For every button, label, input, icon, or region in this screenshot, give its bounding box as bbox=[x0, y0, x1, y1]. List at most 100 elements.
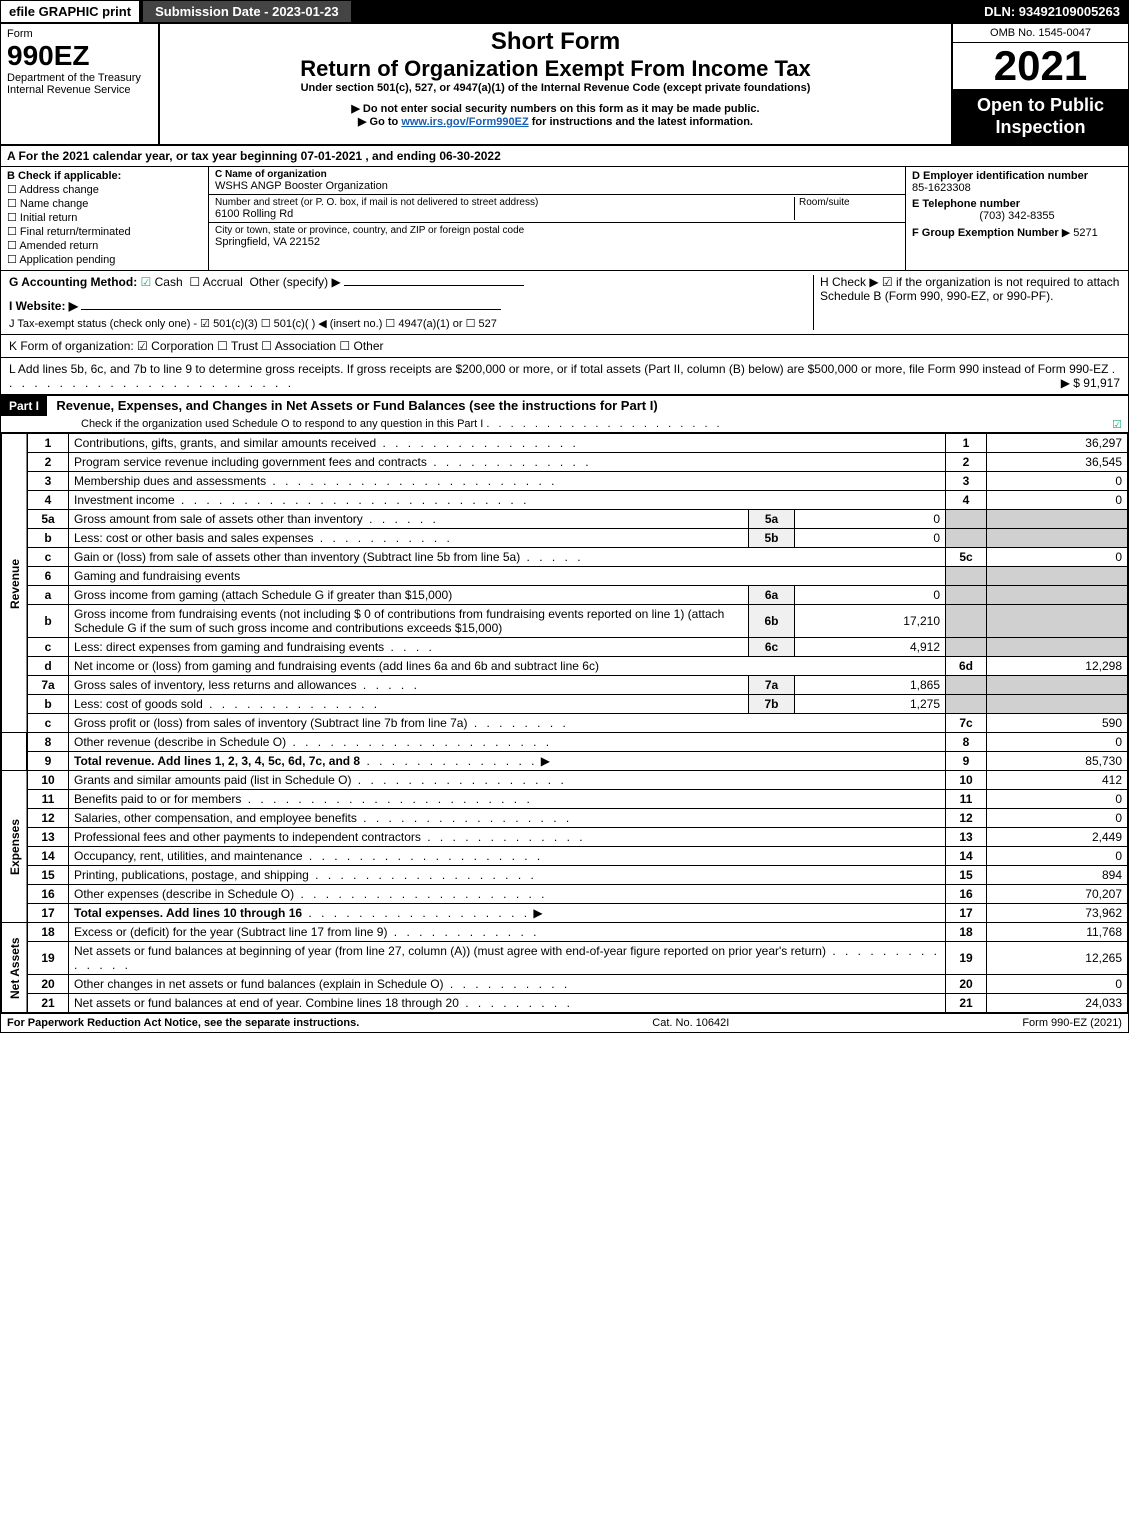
r10-val: 412 bbox=[987, 771, 1128, 790]
header-right: OMB No. 1545-0047 2021 Open to Public In… bbox=[951, 24, 1128, 144]
r12-val: 0 bbox=[987, 809, 1128, 828]
line-j: J Tax-exempt status (check only one) - ☑… bbox=[9, 317, 813, 330]
col-b: B Check if applicable: Address change Na… bbox=[1, 167, 209, 270]
amended-check[interactable]: Amended return bbox=[7, 239, 202, 252]
r1-desc: Contributions, gifts, grants, and simila… bbox=[74, 436, 376, 450]
line-l-amount: ▶ $ 91,917 bbox=[1061, 376, 1120, 390]
form-number: 990EZ bbox=[7, 40, 152, 72]
r6c-val: 4,912 bbox=[795, 638, 946, 657]
other-specify: Other (specify) ▶ bbox=[249, 275, 340, 289]
r6a-desc: Gross income from gaming (attach Schedul… bbox=[69, 586, 749, 605]
grp-label: F Group Exemption Number bbox=[912, 227, 1059, 239]
r4-val: 0 bbox=[987, 491, 1128, 510]
r10-desc: Grants and similar amounts paid (list in… bbox=[74, 773, 351, 787]
line-k: K Form of organization: ☑ Corporation ☐ … bbox=[1, 335, 1128, 358]
initial-return-check[interactable]: Initial return bbox=[7, 211, 202, 224]
omb-number: OMB No. 1545-0047 bbox=[953, 24, 1128, 43]
final-return-check[interactable]: Final return/terminated bbox=[7, 225, 202, 238]
dept-treasury: Department of the Treasury bbox=[7, 72, 152, 84]
col-d: D Employer identification number 85-1623… bbox=[905, 167, 1128, 270]
address-change-check[interactable]: Address change bbox=[7, 183, 202, 196]
r5b-val: 0 bbox=[795, 529, 946, 548]
r3-val: 0 bbox=[987, 472, 1128, 491]
col-b-title: B Check if applicable: bbox=[7, 170, 202, 182]
r18-val: 11,768 bbox=[987, 923, 1128, 942]
r14-val: 0 bbox=[987, 847, 1128, 866]
submission-date: Submission Date - 2023-01-23 bbox=[143, 1, 351, 22]
city-label: City or town, state or province, country… bbox=[215, 225, 899, 236]
r6-desc: Gaming and fundraising events bbox=[69, 567, 946, 586]
short-form-title: Short Form bbox=[164, 28, 947, 56]
r7a-val: 1,865 bbox=[795, 676, 946, 695]
r7a-desc: Gross sales of inventory, less returns a… bbox=[74, 678, 357, 692]
r20-val: 0 bbox=[987, 975, 1128, 994]
revenue-sidelabel: Revenue bbox=[2, 434, 28, 733]
ein: 85-1623308 bbox=[912, 182, 1122, 194]
bc-row: B Check if applicable: Address change Na… bbox=[1, 167, 1128, 271]
r6a-val: 0 bbox=[795, 586, 946, 605]
r17-val: 73,962 bbox=[987, 904, 1128, 923]
top-bar: efile GRAPHIC print Submission Date - 20… bbox=[1, 1, 1128, 24]
r7c-val: 590 bbox=[987, 714, 1128, 733]
r5a-desc: Gross amount from sale of assets other t… bbox=[74, 512, 363, 526]
header-left: Form 990EZ Department of the Treasury In… bbox=[1, 24, 160, 144]
footer: For Paperwork Reduction Act Notice, see … bbox=[1, 1013, 1128, 1032]
r3-desc: Membership dues and assessments bbox=[74, 474, 266, 488]
r7b-desc: Less: cost of goods sold bbox=[74, 697, 203, 711]
r16-desc: Other expenses (describe in Schedule O) bbox=[74, 887, 294, 901]
r19-val: 12,265 bbox=[987, 942, 1128, 975]
efile-print-label[interactable]: efile GRAPHIC print bbox=[1, 1, 139, 22]
r13-desc: Professional fees and other payments to … bbox=[74, 830, 421, 844]
line-i: I Website: ▶ bbox=[9, 299, 813, 313]
r9-desc: Total revenue. Add lines 1, 2, 3, 4, 5c,… bbox=[74, 754, 360, 768]
form-word: Form bbox=[7, 28, 152, 40]
irs-link[interactable]: www.irs.gov/Form990EZ bbox=[401, 116, 528, 128]
r6b-val: 17,210 bbox=[795, 605, 946, 638]
ein-label: D Employer identification number bbox=[912, 170, 1122, 182]
r1-val: 36,297 bbox=[987, 434, 1128, 453]
name-change-check[interactable]: Name change bbox=[7, 197, 202, 210]
r18-desc: Excess or (deficit) for the year (Subtra… bbox=[74, 925, 387, 939]
app-pending-check[interactable]: Application pending bbox=[7, 253, 202, 266]
line-l: L Add lines 5b, 6c, and 7b to line 9 to … bbox=[1, 358, 1128, 395]
part-i-title: Revenue, Expenses, and Changes in Net As… bbox=[50, 395, 663, 416]
subtitle: Under section 501(c), 527, or 4947(a)(1)… bbox=[164, 82, 947, 94]
tel-label: E Telephone number bbox=[912, 198, 1122, 210]
org-name: WSHS ANGP Booster Organization bbox=[215, 180, 899, 192]
ssn-note: ▶ Do not enter social security numbers o… bbox=[164, 102, 947, 115]
line-h: H Check ▶ ☑ if the organization is not r… bbox=[813, 275, 1120, 330]
line-l-text: L Add lines 5b, 6c, and 7b to line 9 to … bbox=[9, 362, 1108, 376]
line-g-label: G Accounting Method: bbox=[9, 275, 137, 289]
r15-val: 894 bbox=[987, 866, 1128, 885]
website-label: I Website: ▶ bbox=[9, 299, 78, 313]
line-g: G Accounting Method: Cash Accrual Other … bbox=[9, 275, 813, 289]
expenses-sidelabel: Expenses bbox=[2, 771, 28, 923]
r14-desc: Occupancy, rent, utilities, and maintena… bbox=[74, 849, 303, 863]
street-label: Number and street (or P. O. box, if mail… bbox=[215, 197, 794, 208]
ghi-section: G Accounting Method: Cash Accrual Other … bbox=[1, 271, 1128, 335]
city: Springfield, VA 22152 bbox=[215, 236, 899, 248]
schedule-o-check[interactable] bbox=[1112, 418, 1122, 431]
goto-post: for instructions and the latest informat… bbox=[529, 116, 753, 128]
irs-label: Internal Revenue Service bbox=[7, 84, 152, 96]
r21-desc: Net assets or fund balances at end of ye… bbox=[74, 996, 459, 1010]
part-i-header: Part I Revenue, Expenses, and Changes in… bbox=[1, 395, 1128, 433]
tax-year: 2021 bbox=[953, 43, 1128, 89]
footer-left: For Paperwork Reduction Act Notice, see … bbox=[7, 1017, 359, 1029]
goto-note: ▶ Go to www.irs.gov/Form990EZ for instru… bbox=[164, 115, 947, 128]
r21-val: 24,033 bbox=[987, 994, 1128, 1013]
cash-check[interactable]: Cash bbox=[141, 275, 183, 289]
r7c-desc: Gross profit or (loss) from sales of inv… bbox=[74, 716, 467, 730]
r5b-desc: Less: cost or other basis and sales expe… bbox=[74, 531, 313, 545]
r15-desc: Printing, publications, postage, and shi… bbox=[74, 868, 309, 882]
r2-val: 36,545 bbox=[987, 453, 1128, 472]
r20-desc: Other changes in net assets or fund bala… bbox=[74, 977, 444, 991]
r6d-val: 12,298 bbox=[987, 657, 1128, 676]
r6c-desc: Less: direct expenses from gaming and fu… bbox=[74, 640, 384, 654]
revenue-table: Revenue 1 Contributions, gifts, grants, … bbox=[1, 433, 1128, 1013]
r11-val: 0 bbox=[987, 790, 1128, 809]
accrual-check[interactable]: Accrual bbox=[189, 275, 242, 289]
r11-desc: Benefits paid to or for members bbox=[74, 792, 241, 806]
dln-number: DLN: 93492109005263 bbox=[976, 1, 1128, 22]
r6b-desc: Gross income from fundraising events (no… bbox=[69, 605, 749, 638]
